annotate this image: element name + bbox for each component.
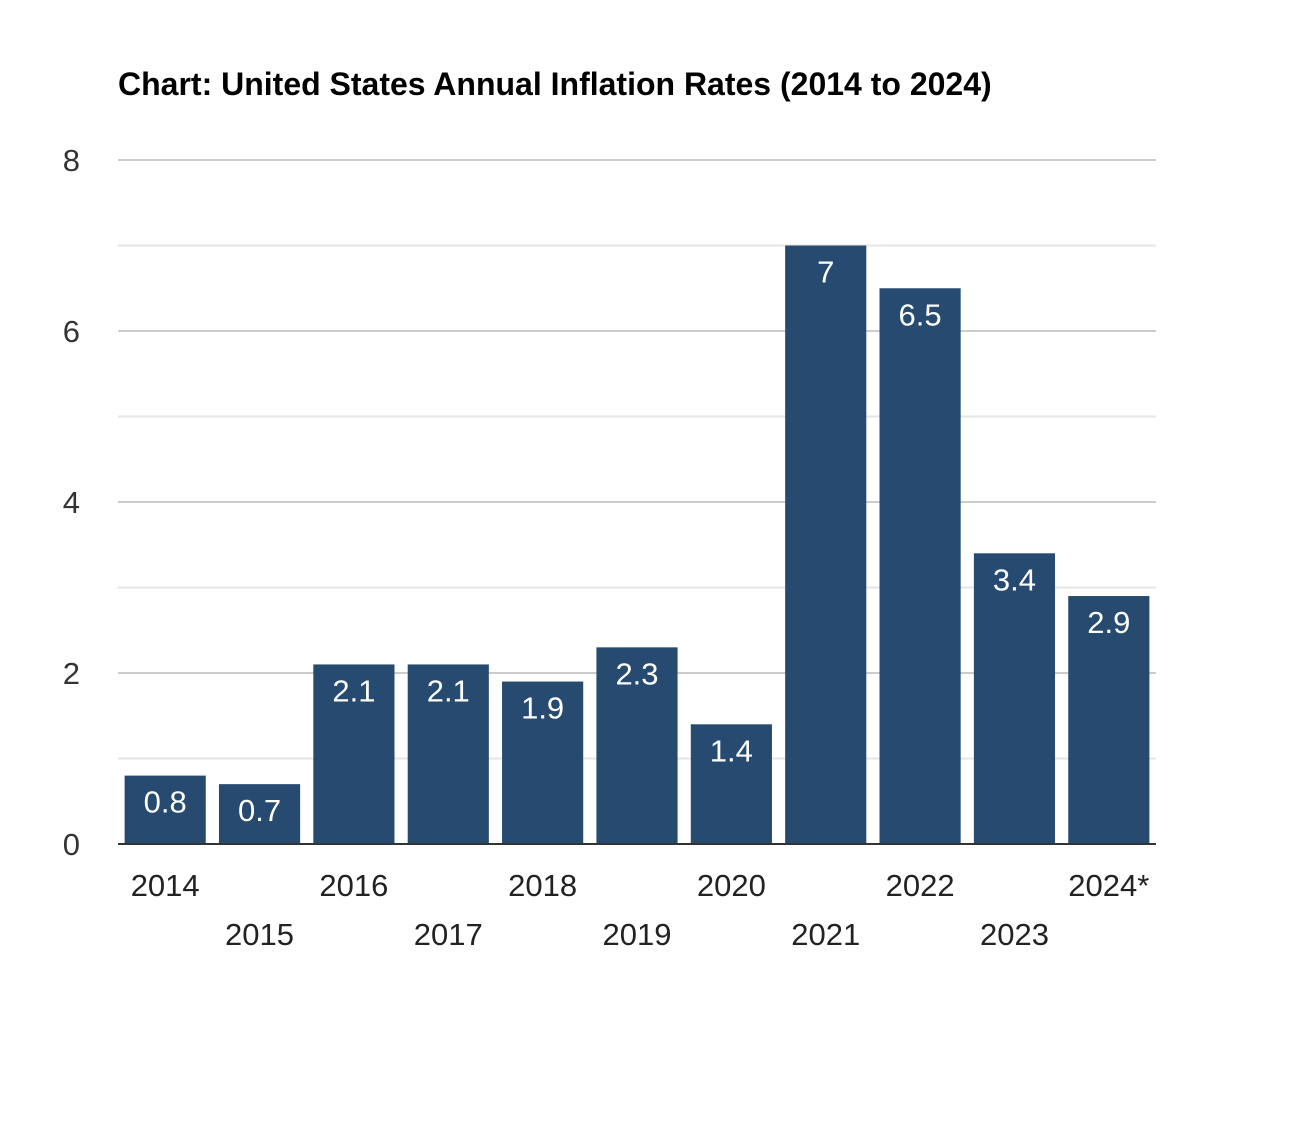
- bar: [973, 553, 1056, 844]
- bar: [690, 724, 772, 844]
- data-label: 2.9: [1087, 605, 1130, 640]
- data-label: 1.9: [521, 691, 564, 726]
- bar: [218, 784, 301, 844]
- x-tick-label: 2018: [508, 868, 577, 903]
- data-label: 2.1: [427, 673, 470, 708]
- y-tick-label: 0: [63, 827, 80, 862]
- bar: [124, 775, 206, 844]
- y-tick-label: 2: [63, 656, 80, 691]
- data-label: 1.4: [710, 733, 753, 768]
- bar: [1068, 596, 1150, 844]
- x-tick-label: 2022: [886, 868, 955, 903]
- data-label: 0.8: [144, 785, 187, 820]
- x-tick-label: 2014: [131, 868, 200, 903]
- data-label: 3.4: [993, 562, 1036, 597]
- bar: [313, 664, 395, 844]
- x-tick-label: 2023: [980, 917, 1049, 952]
- bar: [596, 647, 678, 844]
- x-tick-label: 2024*: [1068, 868, 1149, 903]
- data-label: 0.7: [238, 793, 281, 828]
- chart-title: Chart: United States Annual Inflation Ra…: [118, 66, 992, 102]
- x-tick-label: 2017: [414, 917, 483, 952]
- bar: [879, 288, 961, 844]
- x-tick-label: 2016: [319, 868, 388, 903]
- x-tick-label: 2019: [603, 917, 672, 952]
- y-tick-label: 8: [63, 143, 80, 178]
- data-labels: 0.8 0.7 2.1 2.1 1.9 2.3 1.4 7 6.5 3.4 2.9: [144, 255, 1131, 829]
- bar: [407, 664, 489, 844]
- data-label: 2.1: [332, 673, 375, 708]
- x-tick-label: 2015: [225, 917, 294, 952]
- bar: [502, 681, 584, 844]
- y-tick-label: 6: [63, 314, 80, 349]
- x-axis-ticks: 2014 2015 2016 2017 2018 2019 2020 2021 2022 2023…: [131, 868, 1150, 952]
- data-label: 7: [817, 255, 834, 290]
- x-tick-label: 2021: [791, 917, 860, 952]
- y-axis-ticks: 0 2 4 6 8: [63, 143, 80, 862]
- y-tick-label: 4: [63, 485, 80, 520]
- x-tick-label: 2020: [697, 868, 766, 903]
- data-label: 2.3: [615, 656, 658, 691]
- bars: [124, 245, 1150, 844]
- data-label: 6.5: [899, 297, 942, 332]
- bar: [785, 245, 867, 844]
